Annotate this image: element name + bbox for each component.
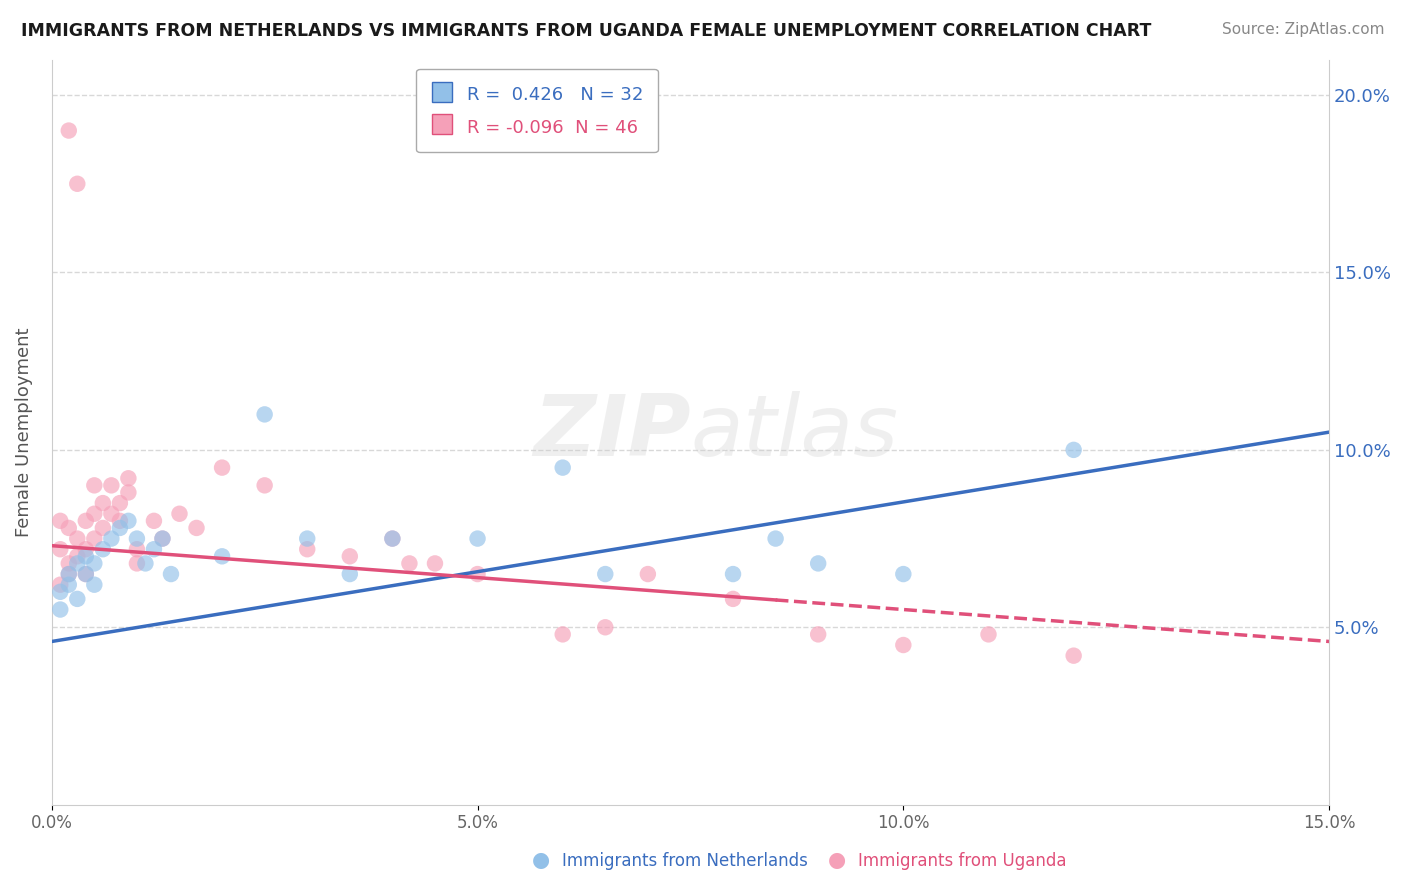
Text: atlas: atlas: [690, 391, 898, 474]
Point: [211, 549, 233, 564]
Text: ZIP: ZIP: [533, 391, 690, 474]
Point: [551, 460, 574, 475]
Point: [91, 496, 114, 510]
Point: [83, 478, 105, 492]
Point: [467, 532, 489, 546]
Point: [595, 620, 617, 634]
Point: [75, 567, 97, 582]
Point: [83, 532, 105, 546]
Text: ●: ●: [533, 850, 550, 870]
Point: [75, 514, 97, 528]
Point: [100, 532, 122, 546]
Point: [49, 577, 72, 591]
Point: [125, 557, 148, 571]
Point: [142, 514, 165, 528]
Point: [891, 638, 914, 652]
Text: Source: ZipAtlas.com: Source: ZipAtlas.com: [1222, 22, 1385, 37]
Point: [58, 557, 80, 571]
Point: [58, 567, 80, 582]
Point: [83, 577, 105, 591]
Point: [58, 123, 80, 137]
Point: [58, 521, 80, 535]
Point: [637, 567, 659, 582]
Point: [297, 542, 319, 557]
Point: [381, 532, 404, 546]
Point: [381, 532, 404, 546]
Point: [211, 460, 233, 475]
Point: [83, 557, 105, 571]
Point: [75, 549, 97, 564]
Point: [75, 567, 97, 582]
Point: [100, 478, 122, 492]
Point: [117, 485, 139, 500]
Point: [721, 567, 744, 582]
Point: [891, 567, 914, 582]
Point: [117, 514, 139, 528]
Point: [108, 514, 131, 528]
Point: [100, 507, 122, 521]
Legend: R =  0.426   N = 32, R = -0.096  N = 46: R = 0.426 N = 32, R = -0.096 N = 46: [416, 69, 658, 153]
Text: IMMIGRANTS FROM NETHERLANDS VS IMMIGRANTS FROM UGANDA FEMALE UNEMPLOYMENT CORREL: IMMIGRANTS FROM NETHERLANDS VS IMMIGRANT…: [21, 22, 1152, 40]
Point: [91, 542, 114, 557]
Point: [253, 408, 276, 422]
Point: [765, 532, 787, 546]
Point: [339, 567, 361, 582]
Point: [807, 627, 830, 641]
Point: [186, 521, 208, 535]
Point: [169, 507, 191, 521]
Point: [152, 532, 174, 546]
Point: [117, 471, 139, 485]
Y-axis label: Female Unemployment: Female Unemployment: [15, 327, 32, 537]
Point: [423, 557, 446, 571]
Point: [58, 567, 80, 582]
Point: [66, 557, 89, 571]
Point: [108, 521, 131, 535]
Point: [108, 496, 131, 510]
Point: [91, 521, 114, 535]
Point: [152, 532, 174, 546]
Point: [125, 532, 148, 546]
Point: [595, 567, 617, 582]
Point: [807, 557, 830, 571]
Text: Immigrants from Netherlands: Immigrants from Netherlands: [562, 852, 808, 870]
Point: [134, 557, 156, 571]
Point: [66, 177, 89, 191]
Point: [1063, 442, 1085, 457]
Point: [83, 507, 105, 521]
Point: [297, 532, 319, 546]
Point: [75, 542, 97, 557]
Point: [49, 514, 72, 528]
Point: [253, 478, 276, 492]
Point: [1063, 648, 1085, 663]
Point: [49, 542, 72, 557]
Point: [49, 602, 72, 616]
Point: [339, 549, 361, 564]
Point: [467, 567, 489, 582]
Point: [66, 549, 89, 564]
Point: [142, 542, 165, 557]
Point: [58, 577, 80, 591]
Point: [160, 567, 183, 582]
Point: [125, 542, 148, 557]
Text: Immigrants from Uganda: Immigrants from Uganda: [858, 852, 1066, 870]
Point: [551, 627, 574, 641]
Point: [977, 627, 1000, 641]
Point: [721, 591, 744, 606]
Point: [398, 557, 420, 571]
Text: ●: ●: [828, 850, 845, 870]
Point: [66, 591, 89, 606]
Point: [66, 532, 89, 546]
Point: [49, 584, 72, 599]
